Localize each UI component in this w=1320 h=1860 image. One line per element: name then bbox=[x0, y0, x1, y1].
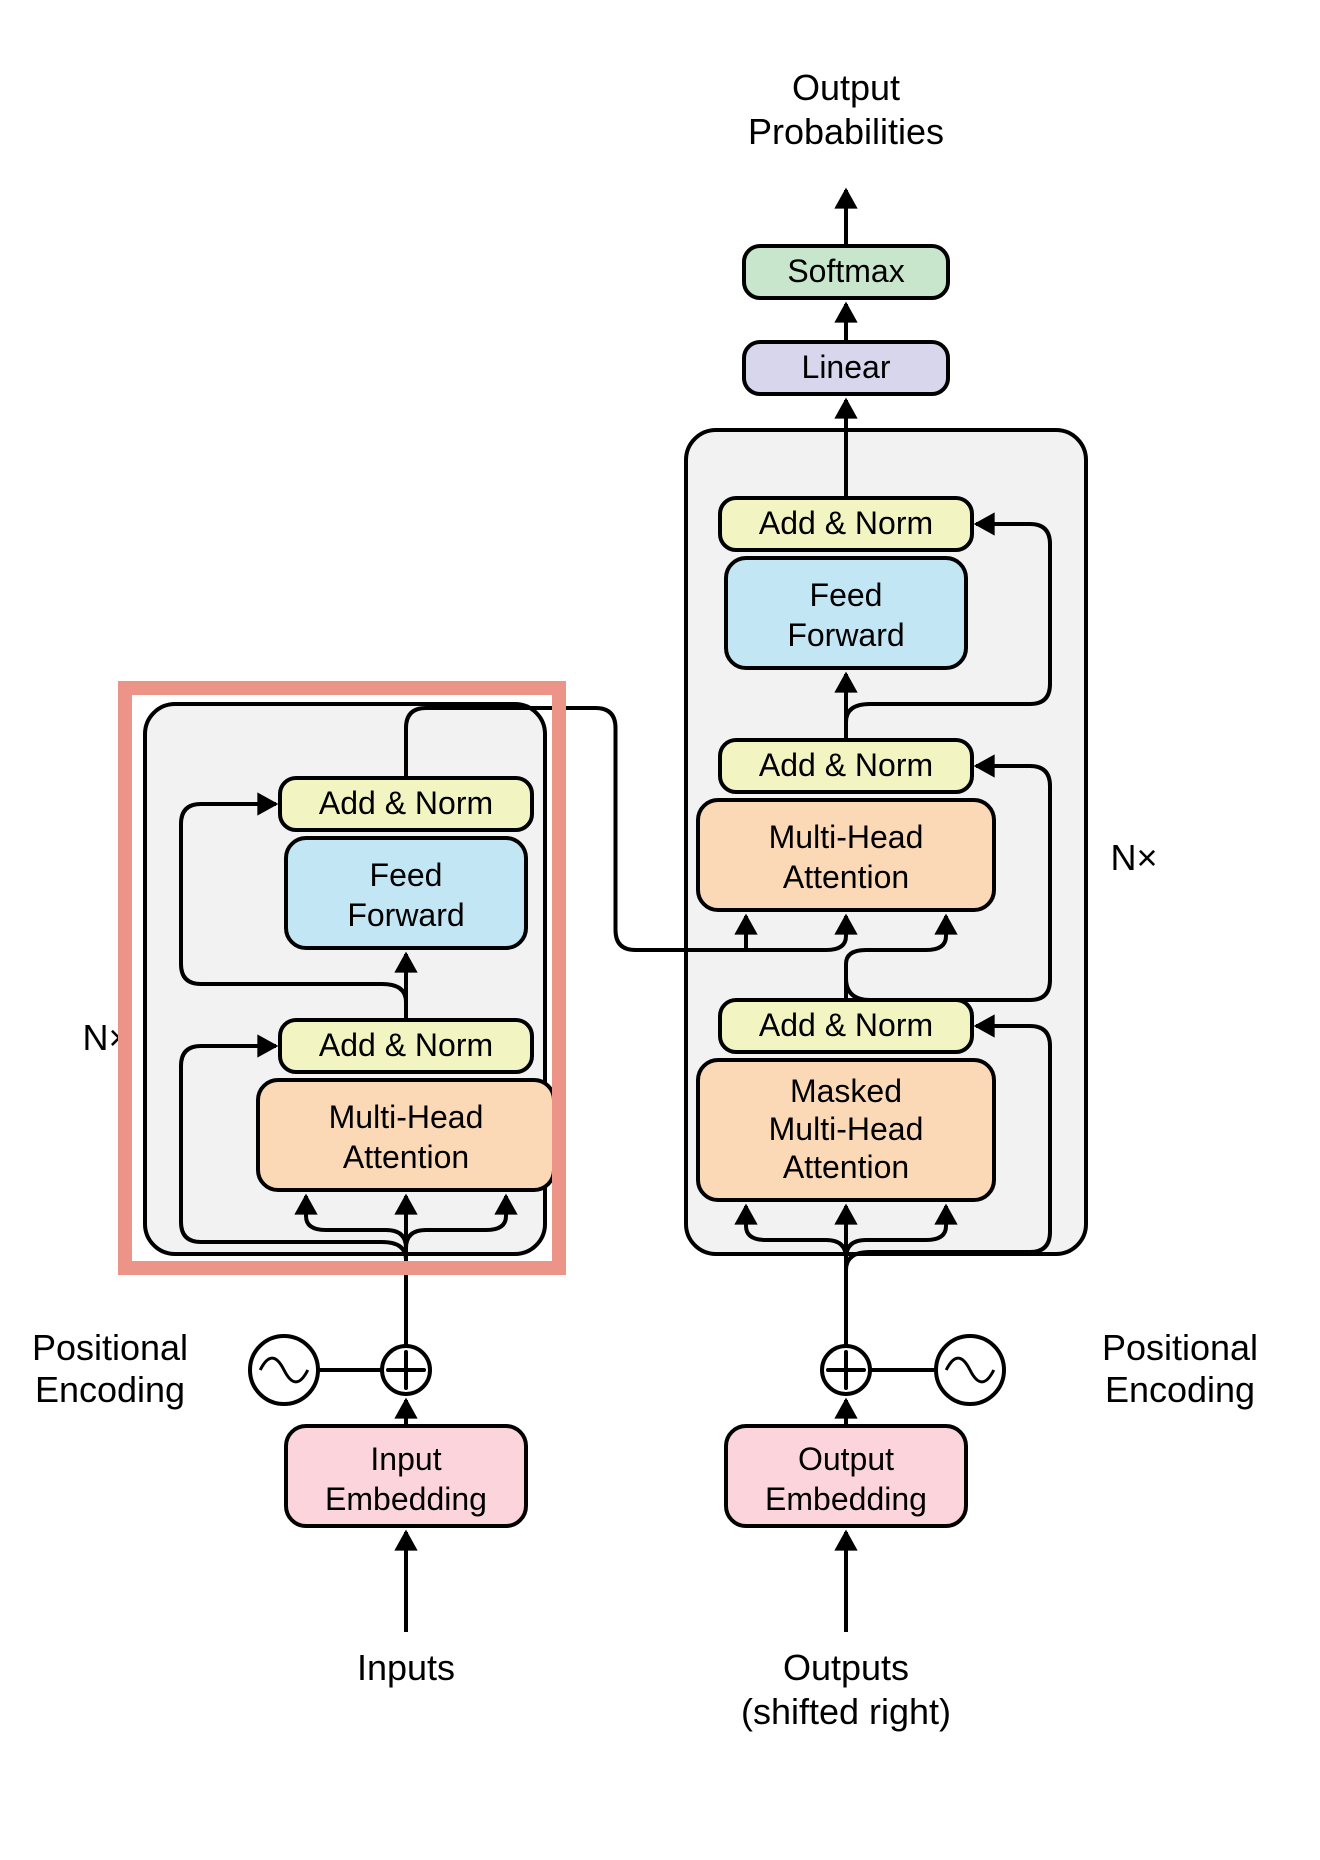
decoder-ff-label: Forward bbox=[787, 617, 904, 653]
decoder-mha-label: Attention bbox=[783, 859, 909, 895]
output-embedding-label: Embedding bbox=[765, 1481, 927, 1517]
input-embedding-label: Input bbox=[370, 1441, 441, 1477]
outputs-label: (shifted right) bbox=[741, 1691, 951, 1732]
decoder-addnorm-1-label: Add & Norm bbox=[759, 1007, 933, 1043]
masked-mha-label: Masked bbox=[790, 1073, 902, 1109]
masked-mha-label: Multi-Head bbox=[769, 1111, 924, 1147]
masked-mha-label: Attention bbox=[783, 1149, 909, 1185]
pe-label-dec: Positional bbox=[1102, 1327, 1258, 1368]
output-prob-label: Probabilities bbox=[748, 111, 944, 152]
inputs-label: Inputs bbox=[357, 1647, 455, 1688]
encoder-addnorm-1-label: Add & Norm bbox=[319, 1027, 493, 1063]
nx-decoder: N× bbox=[1110, 837, 1157, 878]
decoder-addnorm-2-label: Add & Norm bbox=[759, 747, 933, 783]
encoder-ff-label: Forward bbox=[347, 897, 464, 933]
encoder-ff-label: Feed bbox=[370, 857, 443, 893]
encoder-mha-label: Multi-Head bbox=[329, 1099, 484, 1135]
decoder-mha-label: Multi-Head bbox=[769, 819, 924, 855]
output-embedding-label: Output bbox=[798, 1441, 894, 1477]
linear-label: Linear bbox=[802, 349, 891, 385]
output-prob-label: Output bbox=[792, 67, 900, 108]
input-embedding-label: Embedding bbox=[325, 1481, 487, 1517]
pe-label-enc: Encoding bbox=[35, 1369, 185, 1410]
encoder-mha-label: Attention bbox=[343, 1139, 469, 1175]
outputs-label: Outputs bbox=[783, 1647, 909, 1688]
decoder-ff-label: Feed bbox=[810, 577, 883, 613]
transformer-diagram: InputEmbeddingMulti-HeadAttentionAdd & N… bbox=[0, 0, 1320, 1860]
pe-label-enc: Positional bbox=[32, 1327, 188, 1368]
pe-label-dec: Encoding bbox=[1105, 1369, 1255, 1410]
encoder-addnorm-2-label: Add & Norm bbox=[319, 785, 493, 821]
decoder-addnorm-3-label: Add & Norm bbox=[759, 505, 933, 541]
softmax-label: Softmax bbox=[787, 253, 904, 289]
